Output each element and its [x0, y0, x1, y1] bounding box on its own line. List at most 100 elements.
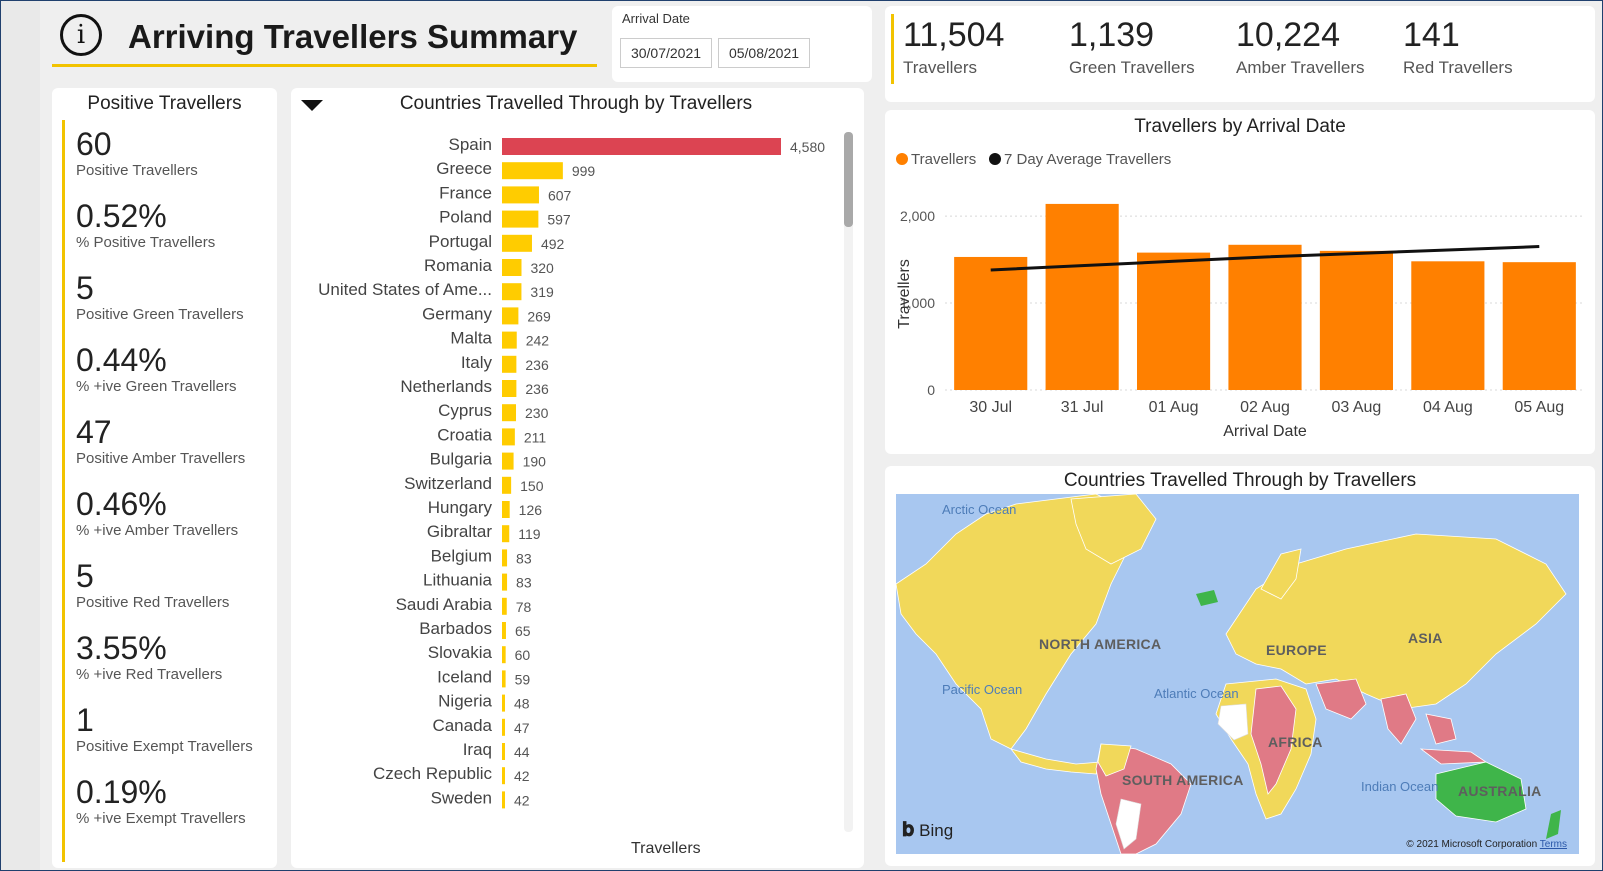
metric-value: 60	[76, 126, 112, 162]
metric-value: 0.46%	[76, 486, 167, 522]
metric-value: 5	[76, 270, 94, 306]
kpi-green-travellers: 1,139 Green Travellers	[1069, 16, 1195, 78]
caret-down-icon[interactable]	[301, 100, 323, 111]
data-label: 242	[526, 333, 550, 349]
data-label: 236	[525, 357, 549, 373]
legend-marker	[896, 153, 908, 165]
info-icon[interactable]: i	[60, 14, 102, 56]
category-label: Slovakia	[428, 643, 493, 662]
metric-label: % +ive Red Travellers	[76, 666, 223, 683]
column-bar	[1228, 244, 1302, 390]
bar	[502, 404, 517, 422]
bar-chart-svg: Spain 4,580 Greece 999 France 607 Poland 597 Por…	[318, 135, 825, 809]
category-label: Sweden	[431, 788, 492, 807]
end-date-input[interactable]: 05/08/2021	[718, 38, 810, 68]
data-label: 42	[514, 792, 530, 808]
bar	[502, 646, 506, 664]
metric-value: 0.44%	[76, 342, 167, 378]
continent-label: SOUTH AMERICA	[1122, 772, 1244, 788]
metric-pct-amber: 0.46% % +ive Amber Travellers	[76, 486, 238, 539]
category-label: Nigeria	[438, 692, 492, 711]
eurasia-shape	[1225, 533, 1567, 710]
bar	[502, 549, 508, 567]
data-label: 44	[514, 744, 530, 760]
world-map[interactable]: Arctic Ocean Pacific Ocean Atlantic Ocea…	[896, 494, 1579, 854]
kpi-accent-bar	[891, 14, 894, 84]
kpi-amber-travellers: 10,224 Amber Travellers	[1236, 16, 1364, 78]
legend-marker	[989, 153, 1001, 165]
scandinavia-shape	[1260, 548, 1302, 600]
x-tick-label: 30 Jul	[969, 399, 1012, 416]
slicer-label: Arrival Date	[622, 11, 690, 26]
middle-east-red-shape	[1315, 678, 1367, 720]
column-bar	[1319, 250, 1393, 390]
kpi-label: Amber Travellers	[1236, 58, 1365, 77]
bar	[502, 283, 522, 301]
data-label: 83	[516, 575, 532, 591]
metric-pct-red: 3.55% % +ive Red Travellers	[76, 630, 222, 683]
kpi-label: Green Travellers	[1069, 58, 1195, 77]
bar	[502, 380, 517, 397]
iceland-shape	[1196, 590, 1218, 606]
data-label: 492	[541, 236, 565, 252]
category-label: Canada	[432, 716, 492, 735]
data-label: 78	[516, 599, 532, 615]
data-label: 83	[516, 550, 532, 566]
data-label: 42	[514, 768, 530, 784]
page-title: Arriving Travellers Summary	[128, 18, 578, 55]
bar	[502, 331, 517, 349]
continent-label: ASIA	[1408, 630, 1443, 646]
metric-pct-green: 0.44% % +ive Green Travellers	[76, 342, 236, 395]
south-america-yellow-shape	[1097, 743, 1132, 777]
countries-map-card: Countries Travelled Through by Traveller…	[885, 466, 1595, 866]
north-america-shape	[896, 494, 1137, 750]
x-axis-label: Arrival Date	[1223, 423, 1307, 440]
bar	[502, 767, 505, 785]
greenland-shape	[1070, 494, 1157, 565]
bar	[502, 525, 510, 543]
category-label: United States of Ame...	[318, 280, 492, 299]
india-red-shape	[1380, 693, 1417, 745]
category-label: Spain	[449, 135, 492, 154]
column-bar	[1137, 252, 1211, 390]
data-label: 47	[514, 720, 530, 736]
legend-label: Travellers	[911, 151, 976, 168]
data-label: 319	[530, 284, 554, 300]
data-label: 211	[524, 429, 547, 445]
start-date-input[interactable]: 30/07/2021	[620, 38, 712, 68]
metric-label: Positive Red Travellers	[76, 594, 230, 611]
africa-red-shape	[1250, 685, 1297, 795]
bar	[502, 476, 512, 494]
metric-pct-positive: 0.52% % Positive Travellers	[76, 198, 215, 251]
continent-label: NORTH AMERICA	[1039, 636, 1162, 652]
data-label: 65	[515, 623, 531, 639]
category-label: Cyprus	[438, 401, 492, 420]
category-label: Czech Republic	[373, 764, 493, 783]
legend-label: 7 Day Average Travellers	[1004, 151, 1171, 168]
bar	[502, 622, 506, 639]
bar	[502, 355, 517, 373]
metric-value: 1	[76, 702, 94, 738]
category-label: Croatia	[437, 425, 492, 444]
x-tick-label: 02 Aug	[1240, 399, 1290, 416]
south-america-white-shape	[1115, 798, 1142, 850]
category-label: Bulgaria	[430, 450, 493, 469]
category-label: Saudi Arabia	[396, 595, 493, 614]
y-tick-label: 2,000	[900, 208, 935, 224]
category-label: Hungary	[428, 498, 493, 517]
scrollbar-thumb[interactable]	[844, 132, 853, 227]
continent-label: AFRICA	[1268, 734, 1323, 750]
metric-positive-green: 5 Positive Green Travellers	[76, 270, 244, 323]
data-label: 607	[548, 187, 572, 203]
terms-link[interactable]: Terms	[1539, 839, 1567, 850]
y-tick-label: 1,000	[900, 295, 935, 311]
column-bar	[954, 256, 1028, 390]
continent-label: AUSTRALIA	[1458, 783, 1542, 799]
bar	[502, 501, 510, 518]
arrival-date-slicer: Arrival Date 30/07/2021 05/08/2021	[612, 6, 872, 82]
bar	[502, 210, 539, 228]
average-line	[990, 245, 1540, 272]
vertical-scrollbar[interactable]	[844, 132, 853, 832]
metric-positive-amber: 47 Positive Amber Travellers	[76, 414, 245, 467]
column-bar	[1411, 261, 1485, 390]
